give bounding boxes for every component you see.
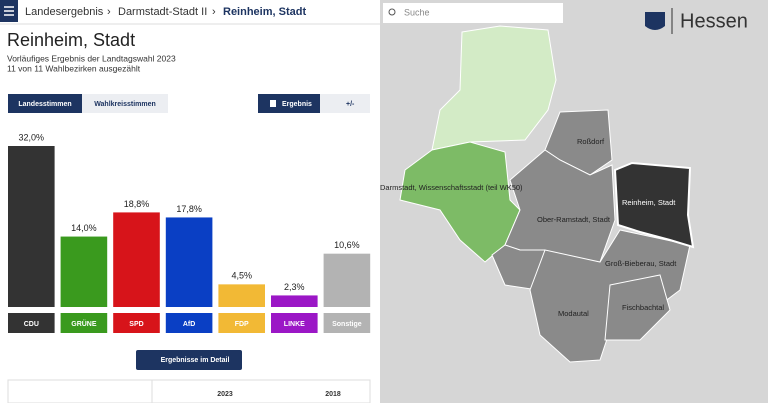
column-header: 2018: [325, 391, 341, 398]
tab-label: Wahlkreisstimmen: [94, 101, 156, 108]
region-label: Ober-Ramstadt, Stadt: [537, 215, 611, 224]
view-label: Ergebnis: [282, 101, 312, 108]
bar: [8, 146, 55, 307]
category-label: SPD: [129, 321, 143, 328]
category-box: [8, 313, 55, 333]
region: [604, 274, 671, 341]
detail-button[interactable]: [136, 350, 242, 370]
category-label: CDU: [24, 321, 39, 328]
bar: [60, 236, 108, 307]
value-label: 32,0%: [19, 132, 45, 142]
category-box: [60, 313, 108, 333]
category-box: [271, 313, 318, 333]
bar: [218, 284, 265, 307]
value-label: 14,0%: [71, 223, 97, 233]
logo-text: Hessen: [680, 10, 748, 32]
region-label: Fischbachtal: [622, 303, 664, 312]
category-box: [113, 313, 160, 333]
logo-shield: [645, 12, 665, 30]
detail-label: Ergebnisse im Detail: [161, 357, 230, 364]
view-button-active[interactable]: [258, 94, 320, 113]
region-label: Roßdorf: [577, 137, 605, 146]
region-label: Groß-Bieberau, Stadt: [605, 259, 677, 268]
region-label: Darmstadt, Wissenschaftsstadt (teil WK50…: [380, 183, 523, 192]
search-box[interactable]: [383, 3, 563, 23]
region: [431, 25, 557, 151]
selected-region[interactable]: [613, 161, 695, 249]
value-label: 10,6%: [334, 240, 360, 250]
column-header: 2023: [217, 391, 233, 398]
category-label: LINKE: [284, 321, 305, 328]
bar: [165, 217, 213, 307]
region-label: Reinheim, Stadt: [622, 198, 676, 207]
map-shapes: [399, 25, 691, 363]
view-label: +/-: [346, 101, 355, 108]
bar: [113, 212, 160, 307]
category-label: AfD: [183, 321, 195, 328]
table: [7, 379, 371, 404]
breadcrumb-sep: ›: [107, 6, 111, 18]
bar: [323, 253, 371, 307]
menu-icon: [4, 6, 14, 16]
category-box: [218, 313, 265, 333]
panel: [0, 0, 380, 403]
region-label: Modautal: [558, 309, 589, 318]
view-button[interactable]: [320, 94, 370, 113]
value-label: 4,5%: [231, 271, 252, 281]
value-label: 18,8%: [124, 199, 150, 209]
tab[interactable]: [82, 94, 168, 113]
search-icon: [388, 8, 396, 16]
category-label: Sonstige: [332, 321, 362, 328]
bar: [271, 295, 318, 307]
status: 11 von 11 Wahlbezirken ausgezählt: [7, 63, 141, 73]
category-box: [165, 313, 213, 333]
page-title: Reinheim, Stadt: [7, 30, 135, 50]
icon: [270, 100, 276, 107]
breadcrumb-item[interactable]: Darmstadt-Stadt II: [118, 6, 207, 18]
subtitle: Vorläufiges Ergebnis der Landtagswahl 20…: [7, 53, 176, 63]
category-label: GRÜNE: [71, 319, 97, 328]
breadcrumb-sep: ›: [212, 6, 216, 18]
tab-active[interactable]: [8, 94, 82, 113]
category-label: FDP: [235, 321, 249, 328]
value-label: 17,8%: [176, 204, 202, 214]
search-placeholder: Suche: [404, 7, 430, 17]
map-labels: Roßdorf Darmstadt, Wissenschaftsstadt (t…: [380, 137, 677, 318]
breadcrumb-item[interactable]: Landesergebnis: [25, 6, 104, 18]
breadcrumb-item: Reinheim, Stadt: [223, 6, 306, 18]
tab-label: Landesstimmen: [18, 101, 71, 108]
category-box: [323, 313, 371, 333]
value-label: 2,3%: [284, 282, 305, 292]
